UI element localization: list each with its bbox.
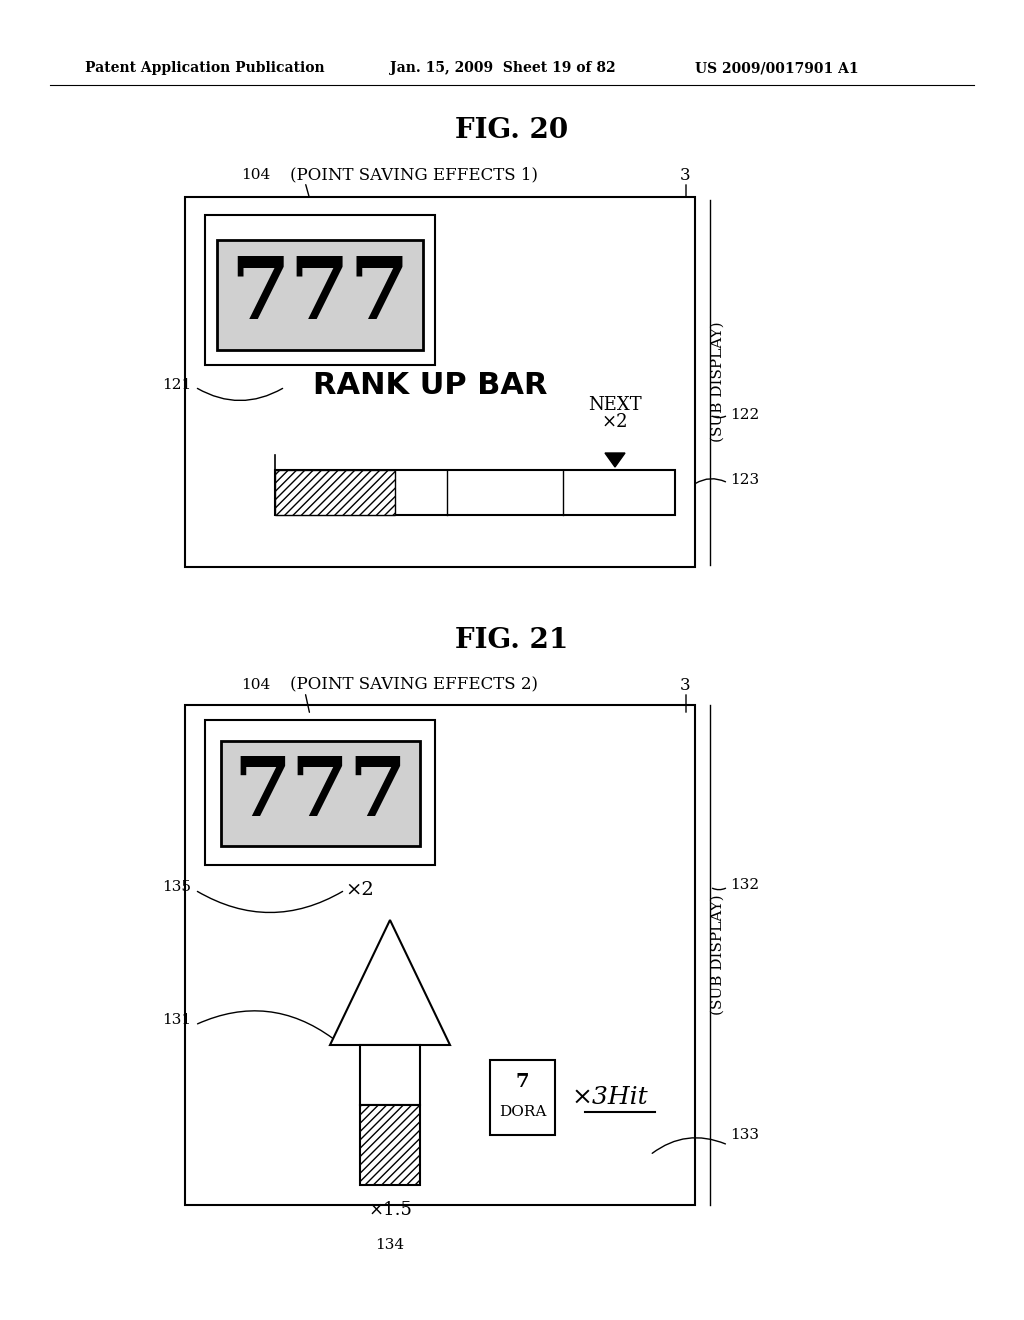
Text: 122: 122	[730, 408, 759, 422]
Text: 777: 777	[230, 253, 410, 337]
Text: 777: 777	[233, 752, 407, 833]
Bar	[490, 1060, 555, 1135]
Polygon shape	[330, 920, 450, 1045]
Bar	[205, 215, 435, 366]
Bar	[185, 197, 695, 568]
Bar	[185, 705, 695, 1205]
Text: 134: 134	[376, 1238, 404, 1251]
Bar	[275, 470, 395, 515]
Text: FIG. 21: FIG. 21	[456, 627, 568, 653]
Text: 3: 3	[680, 166, 690, 183]
Text: ×2: ×2	[602, 413, 629, 432]
Text: FIG. 20: FIG. 20	[456, 116, 568, 144]
Text: 133: 133	[730, 1129, 759, 1142]
Bar	[275, 470, 675, 515]
Bar	[360, 1105, 420, 1185]
Text: US 2009/0017901 A1: US 2009/0017901 A1	[695, 61, 859, 75]
Text: 104: 104	[241, 678, 270, 692]
Text: 135: 135	[162, 880, 191, 894]
Text: 131: 131	[162, 1012, 191, 1027]
Text: 3: 3	[680, 676, 690, 693]
Text: (SUB DISPLAY): (SUB DISPLAY)	[711, 895, 725, 1015]
Text: NEXT: NEXT	[588, 396, 642, 414]
Text: Jan. 15, 2009  Sheet 19 of 82: Jan. 15, 2009 Sheet 19 of 82	[390, 61, 615, 75]
Text: Patent Application Publication: Patent Application Publication	[85, 61, 325, 75]
Text: ×2: ×2	[346, 880, 375, 899]
Text: 104: 104	[241, 168, 270, 182]
Polygon shape	[605, 453, 625, 467]
Text: (POINT SAVING EFFECTS 2): (POINT SAVING EFFECTS 2)	[290, 676, 538, 693]
Text: 7: 7	[516, 1073, 529, 1092]
Text: 123: 123	[730, 473, 759, 487]
Text: ×3Hit: ×3Hit	[571, 1085, 648, 1109]
Text: RANK UP BAR: RANK UP BAR	[312, 371, 547, 400]
Bar	[205, 719, 435, 865]
Text: DORA: DORA	[499, 1105, 546, 1119]
Text: (POINT SAVING EFFECTS 1): (POINT SAVING EFFECTS 1)	[290, 166, 538, 183]
Text: (SUB DISPLAY): (SUB DISPLAY)	[711, 322, 725, 442]
Text: 121: 121	[162, 378, 191, 392]
Text: 132: 132	[730, 878, 759, 892]
Bar	[360, 1045, 420, 1105]
Text: ×1.5: ×1.5	[368, 1201, 412, 1218]
